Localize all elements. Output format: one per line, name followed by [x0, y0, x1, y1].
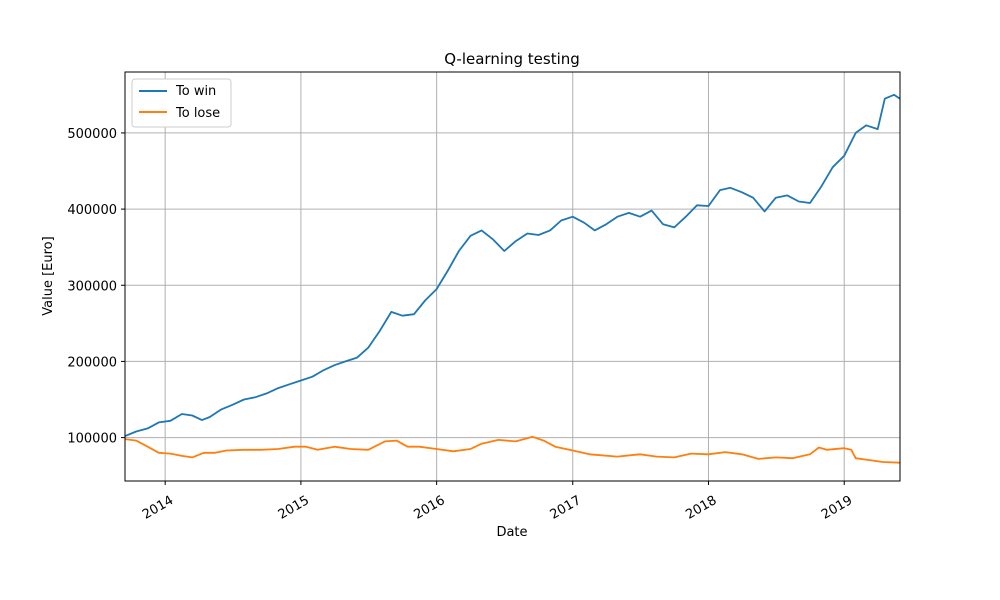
- y-tick-label: 400000: [67, 203, 117, 218]
- series-line-to-win: [124, 93, 901, 437]
- x-axis-ticks: 2014 2015 2016 2017 2018 2019: [140, 481, 855, 523]
- legend-label-to-lose: To lose: [175, 106, 220, 121]
- y-axis-label: Value [Euro]: [41, 236, 56, 315]
- y-tick-label: 100000: [67, 432, 117, 447]
- series-layer: [124, 93, 901, 464]
- y-tick-label: 500000: [67, 127, 117, 142]
- plot-frame: [124, 71, 901, 482]
- grid-layer: [125, 72, 900, 481]
- legend: To win To lose: [131, 78, 232, 128]
- x-tick-label: 2014: [140, 493, 176, 523]
- x-tick-label: 2018: [683, 493, 719, 523]
- x-tick-label: 2017: [548, 493, 584, 523]
- x-tick-label: 2019: [819, 493, 855, 523]
- x-tick-label: 2015: [276, 493, 312, 523]
- series-line-to-lose: [124, 435, 901, 464]
- x-tick-label: 2016: [411, 493, 447, 523]
- chart-title: Q-learning testing: [444, 50, 580, 68]
- y-axis-ticks: 100000 200000 300000 400000 500000: [67, 127, 125, 447]
- y-tick-label: 200000: [67, 355, 117, 370]
- x-axis-label: Date: [496, 525, 527, 540]
- y-tick-label: 300000: [67, 279, 117, 294]
- legend-label-to-win: To win: [175, 84, 216, 99]
